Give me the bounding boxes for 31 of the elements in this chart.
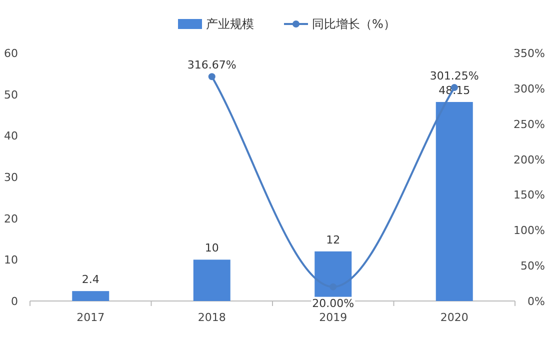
y-tick-label: 40: [4, 130, 18, 143]
legend-label: 产业规模: [206, 17, 254, 31]
y2-tick-label: 0%: [528, 295, 545, 308]
y-tick-label: 60: [4, 47, 18, 60]
data-label: 301.25%: [430, 70, 479, 83]
data-label: 20.00%: [312, 296, 354, 310]
x-tick-label: 2020: [440, 311, 468, 324]
y2-tick-label: 100%: [514, 224, 545, 238]
y-tick-label: 30: [4, 171, 18, 184]
y2-tick-label: 150%: [514, 188, 545, 202]
x-tick-label: 2019: [319, 311, 348, 324]
legend-label: 同比增长（%）: [312, 17, 396, 31]
y2-tick-label: 200%: [514, 153, 545, 166]
data-label: 12: [326, 233, 340, 246]
y2-tick-label: 350%: [514, 47, 545, 60]
y-tick-label: 20: [4, 212, 18, 226]
y2-tick-label: 250%: [514, 118, 545, 131]
bar: [193, 260, 230, 301]
y-tick-label: 10: [4, 254, 18, 267]
x-tick-label: 2018: [198, 311, 226, 324]
point: [208, 73, 216, 80]
x-tick-label: 2017: [76, 311, 105, 324]
y2-tick-label: 50%: [520, 260, 545, 273]
y2-tick-label: 300%: [514, 82, 545, 96]
data-label: 10: [204, 242, 219, 255]
y-tick-label: 50: [4, 88, 18, 102]
bar: [436, 102, 473, 301]
data-label: 2.4: [82, 273, 100, 286]
bar: [72, 291, 110, 301]
data-label: 316.67%: [187, 58, 236, 72]
y-tick-label: 0: [11, 295, 18, 308]
